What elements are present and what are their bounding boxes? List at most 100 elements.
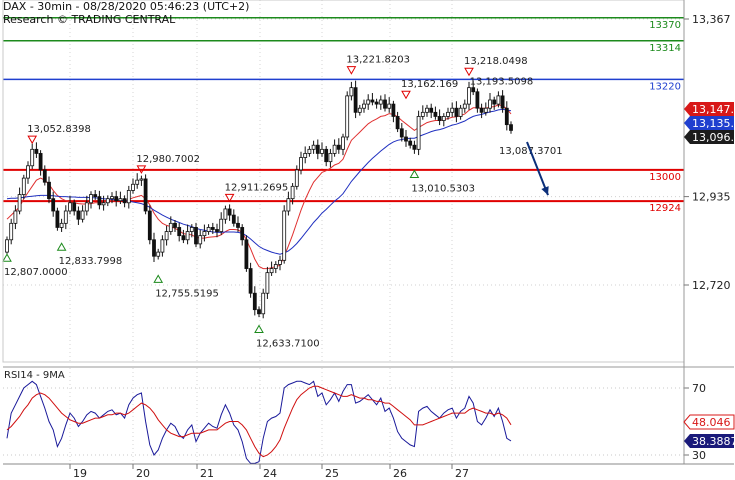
chart-title: DAX - 30min - 08/28/2020 05:46:23 (UTC+2… [3, 0, 250, 13]
day-label: 21 [200, 467, 214, 480]
candle-body [47, 181, 51, 200]
candle-body [471, 87, 476, 93]
candle-body [504, 107, 509, 126]
candle-body [362, 103, 366, 109]
candle-body [202, 231, 207, 237]
candle-body [311, 144, 316, 150]
candle-body [500, 95, 505, 109]
price-levels: 13370 13314 13220 13000 12924 [3, 17, 684, 214]
candle-body [290, 185, 295, 200]
candle-body [76, 210, 81, 220]
candle-body [483, 107, 488, 113]
candle-body [412, 144, 417, 150]
candle-body [147, 210, 152, 241]
high-marker [346, 66, 357, 75]
candle-body [328, 153, 333, 163]
price-tag-label: 13,096.4 [692, 131, 735, 144]
day-label: 20 [136, 467, 150, 480]
candle-body [118, 198, 123, 202]
price-tag [684, 116, 734, 130]
rsi-tag [684, 434, 734, 448]
candle-body [143, 178, 148, 212]
high-marker [224, 193, 235, 203]
candle-body [9, 222, 14, 241]
high-label: 13,221.8203 [346, 55, 410, 66]
candle-body [454, 107, 459, 117]
candle-body [252, 292, 257, 311]
candle-body [509, 124, 513, 131]
candle-body [357, 107, 362, 113]
candle-body [366, 99, 371, 105]
candle-body [173, 222, 177, 228]
candle-body [492, 99, 497, 105]
candle-body [496, 95, 501, 105]
candle-body [479, 107, 484, 113]
candle-body [416, 116, 421, 150]
candle-body [105, 198, 110, 204]
candle-body [21, 177, 26, 195]
low-label: 12,833.7998 [59, 256, 123, 267]
candle-body [404, 136, 408, 142]
candle-body [383, 99, 387, 109]
day-label: 19 [73, 467, 87, 480]
candle-body [55, 210, 60, 228]
candle-body [210, 227, 215, 230]
candle-body [89, 194, 93, 204]
candle-body [437, 116, 442, 121]
candle-body [349, 87, 354, 97]
rsi-title: RSI14 - 9MA [4, 370, 65, 381]
level-label: 13314 [649, 43, 681, 54]
candle-body [215, 229, 219, 232]
high-marker [27, 135, 38, 145]
candle-body [282, 210, 287, 261]
candle-body [248, 268, 253, 294]
candle-body [336, 144, 341, 150]
candle-body [97, 196, 102, 206]
candle-body [374, 101, 379, 105]
candle-body [420, 111, 425, 117]
low-marker [56, 242, 67, 251]
candle-body [399, 128, 404, 138]
high-label: 12,911.2695 [225, 182, 289, 193]
candle-body [131, 183, 135, 191]
candle-body [341, 136, 345, 150]
candle-body [189, 227, 194, 232]
candle-body [51, 198, 56, 212]
gridlines [3, 0, 684, 464]
candle-body [227, 208, 232, 216]
candle-body [156, 251, 161, 257]
price-tag [684, 102, 734, 116]
candle-body [34, 148, 39, 154]
candle-body [63, 210, 68, 224]
candlesticks [5, 80, 513, 319]
candle-body [160, 239, 165, 253]
candle-body [286, 198, 291, 212]
candle-body [269, 268, 274, 274]
low-marker [153, 274, 164, 283]
candle-body [429, 107, 434, 113]
high-marker [136, 165, 147, 174]
candle-body [446, 111, 450, 117]
candle-body [391, 103, 396, 117]
candle-body [168, 222, 173, 232]
candle-body [110, 196, 114, 200]
candle-body [278, 259, 282, 265]
level-label: 12924 [649, 203, 681, 214]
chart-copyright: Research © TRADING CENTRAL [3, 13, 176, 26]
candle-body [177, 227, 182, 237]
candle-body [194, 227, 198, 245]
candle-body [299, 157, 303, 171]
candle-body [273, 264, 278, 269]
candle-body [236, 222, 240, 228]
candle-body [38, 153, 43, 171]
candle-body [307, 148, 312, 154]
candle-body [240, 227, 245, 241]
candle-body [72, 202, 77, 212]
rsi-tick-label: 30 [692, 449, 706, 462]
price-tick-label: 12,935 [692, 191, 731, 204]
rsi-series-9ma [6, 385, 512, 458]
forecast-arrowhead [541, 186, 549, 196]
candle-body [425, 107, 429, 113]
high-label: 13,162.169 [401, 79, 458, 90]
